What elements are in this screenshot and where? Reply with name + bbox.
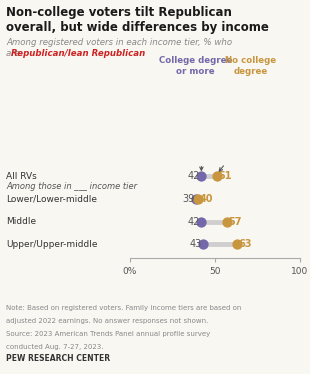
Text: Source: 2023 American Trends Panel annual profile survey: Source: 2023 American Trends Panel annua… (6, 331, 210, 337)
Text: 51: 51 (219, 171, 232, 181)
Text: conducted Aug. 7-27, 2023.: conducted Aug. 7-27, 2023. (6, 344, 104, 350)
Point (201, 241, 206, 247)
Text: Middle: Middle (6, 217, 36, 226)
Text: overall, but wide differences by income: overall, but wide differences by income (6, 21, 269, 34)
Point (199, 219, 204, 225)
Text: are: are (6, 49, 23, 58)
Point (224, 219, 229, 225)
Text: 42: 42 (187, 171, 200, 181)
Text: Among registered voters in each income tier, % who: Among registered voters in each income t… (6, 38, 232, 47)
Point (235, 241, 240, 247)
Text: 39: 39 (182, 194, 195, 204)
Text: Among those in ___ income tier: Among those in ___ income tier (6, 182, 137, 191)
Text: adjusted 2022 earnings. No answer responses not shown.: adjusted 2022 earnings. No answer respon… (6, 318, 209, 324)
Point (194, 196, 199, 202)
Text: No college
degree: No college degree (225, 56, 277, 76)
Text: Upper/Upper-middle: Upper/Upper-middle (6, 240, 98, 249)
Text: 43: 43 (189, 239, 202, 249)
Text: 63: 63 (239, 239, 252, 249)
Point (196, 196, 201, 202)
Text: College degree
or more: College degree or more (158, 56, 232, 76)
Text: Non-college voters tilt Republican: Non-college voters tilt Republican (6, 6, 232, 19)
Text: 40: 40 (200, 194, 213, 204)
Text: All RVs: All RVs (6, 172, 37, 181)
Text: Lower/Lower-middle: Lower/Lower-middle (6, 194, 97, 203)
Text: Republican/lean Republican: Republican/lean Republican (11, 49, 145, 58)
Text: 42: 42 (187, 217, 200, 227)
Text: Note: Based on registered voters. Family income tiers are based on: Note: Based on registered voters. Family… (6, 305, 241, 311)
Text: PEW RESEARCH CENTER: PEW RESEARCH CENTER (6, 354, 110, 363)
Text: 57: 57 (228, 217, 242, 227)
Point (214, 173, 219, 179)
Point (199, 173, 204, 179)
